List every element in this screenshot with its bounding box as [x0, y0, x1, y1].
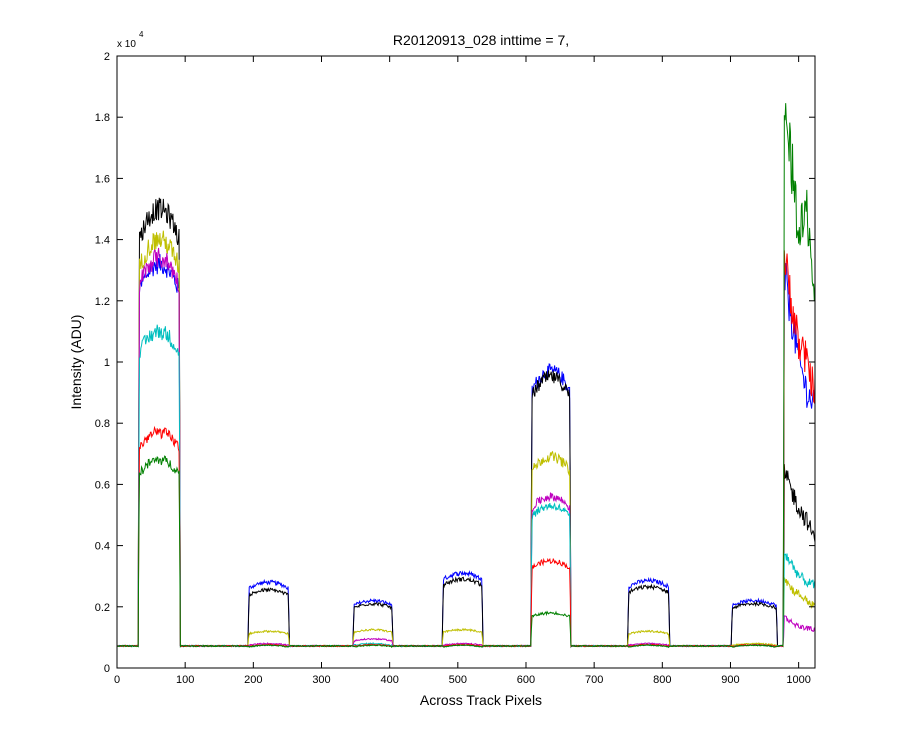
x-tick-label: 1000 [786, 674, 810, 686]
x-tick-label: 200 [244, 674, 262, 686]
y-tick-label: 0.4 [95, 541, 110, 553]
y-tick-label: 2 [104, 51, 110, 63]
x-tick-label: 0 [114, 674, 120, 686]
y-tick-label: 0.8 [95, 418, 110, 430]
y-multiplier-exponent: 4 [139, 30, 144, 39]
x-tick-label: 400 [380, 674, 398, 686]
series-line [117, 103, 816, 648]
y-tick-label: 1 [104, 357, 110, 369]
y-tick-label: 0 [104, 663, 110, 675]
chart-title: R20120913_028 inttime = 7, [393, 32, 569, 48]
y-tick-label: 1.4 [95, 235, 110, 247]
x-tick-label: 500 [449, 674, 467, 686]
x-axis: 0 100 200 300 400 500 600 700 800 900 1000 [114, 56, 811, 686]
x-axis-label: Across Track Pixels [420, 692, 542, 708]
y-tick-label: 1.2 [95, 296, 110, 308]
x-tick-label: 100 [176, 674, 194, 686]
y-tick-label: 1.6 [95, 173, 110, 185]
x-tick-label: 800 [653, 674, 671, 686]
series-layer [117, 103, 816, 649]
y-axis: 0 0.2 0.4 0.6 0.8 1 1.2 1.4 1.6 1.8 2 [95, 51, 815, 675]
x-tick-label: 600 [517, 674, 535, 686]
x-tick-label: 900 [721, 674, 739, 686]
y-tick-label: 0.2 [95, 602, 110, 614]
y-tick-label: 0.6 [95, 479, 110, 491]
y-axis-label: Intensity (ADU) [68, 315, 84, 410]
x-tick-label: 700 [585, 674, 603, 686]
plot-area [117, 56, 815, 668]
y-multiplier: x 10 [117, 39, 136, 50]
y-tick-label: 1.8 [95, 112, 110, 124]
x-tick-label: 300 [312, 674, 330, 686]
